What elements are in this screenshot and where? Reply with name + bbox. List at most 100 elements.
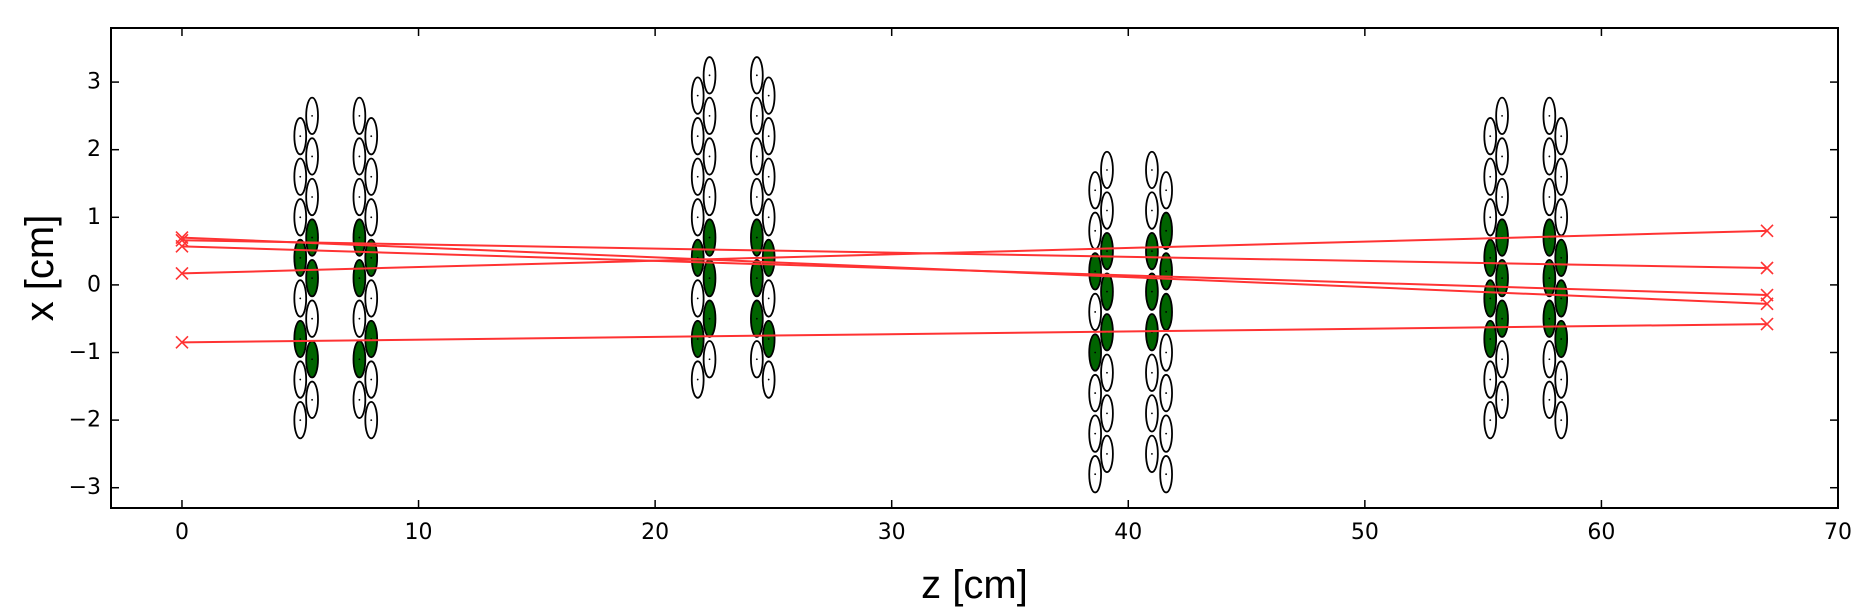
detector-center-dot: [370, 256, 373, 259]
detector-center-dot: [696, 378, 699, 381]
detector-center-dot: [767, 216, 770, 219]
x-tick-label: 50: [1351, 520, 1379, 545]
track-endpoint-marker: [175, 335, 189, 349]
detector-center-dot: [1165, 311, 1168, 313]
detector-center-dot: [696, 175, 699, 178]
detector-center-dot: [1094, 392, 1097, 394]
track-endpoint-marker: [1760, 224, 1774, 238]
detector-center-dot: [1489, 419, 1492, 422]
detector-center-dot: [358, 114, 361, 117]
y-tick-label: 2: [87, 137, 101, 162]
detector-center-dot: [708, 74, 711, 77]
detector-center-dot: [1165, 351, 1168, 354]
detector-center-dot: [311, 317, 313, 320]
detector-center-dot: [1106, 209, 1108, 212]
detector-center-dot: [311, 398, 313, 401]
track-line: [181, 229, 1768, 275]
detector-center-dot: [755, 277, 758, 280]
detector-center-dot: [1094, 229, 1097, 232]
detector-center-dot: [299, 338, 302, 340]
detector-center-dot: [1151, 250, 1153, 252]
detector-center-dot: [370, 216, 373, 219]
detector-center-dot: [1548, 155, 1551, 158]
detector-center-dot: [311, 236, 313, 239]
x-axis-title: z [cm]: [921, 563, 1028, 607]
detector-center-dot: [1165, 270, 1168, 273]
detector-center-dot: [299, 135, 302, 138]
detector-center-dot: [708, 358, 711, 361]
detector-center-dot: [299, 297, 302, 300]
y-tick-label: 1: [87, 205, 101, 230]
plot-frame: [110, 27, 1839, 509]
detector-center-dot: [1501, 155, 1503, 158]
detector-center-dot: [1548, 114, 1551, 117]
detector-center-dot: [299, 378, 302, 381]
detector-center-dot: [1106, 412, 1108, 415]
track-line: [181, 239, 1768, 269]
track-endpoint-marker: [1760, 288, 1774, 302]
detector-center-dot: [299, 419, 302, 422]
detector-center-dot: [1151, 290, 1153, 293]
detector-layer: [293, 56, 1569, 494]
detector-center-dot: [1560, 419, 1563, 422]
detector-center-dot: [299, 216, 302, 219]
detector-center-dot: [1489, 338, 1492, 340]
detector-center-dot: [696, 297, 699, 300]
detector-center-dot: [1548, 398, 1551, 401]
detector-center-dot: [1548, 277, 1551, 280]
detector-center-dot: [1501, 398, 1503, 401]
detector-center-dot: [299, 256, 302, 259]
x-tick-label: 40: [1114, 520, 1142, 545]
detector-center-dot: [370, 175, 373, 178]
detector-center-dot: [1151, 209, 1153, 212]
track-endpoint-marker: [1760, 317, 1774, 331]
detector-center-dot: [1094, 311, 1097, 313]
detector-center-dot: [1560, 135, 1563, 138]
detector-center-dot: [755, 196, 758, 198]
detector-center-dot: [767, 338, 770, 340]
detector-center-dot: [1165, 473, 1168, 476]
y-tick-label: 3: [87, 70, 101, 95]
detector-center-dot: [1560, 297, 1563, 300]
detector-center-dot: [755, 155, 758, 158]
detector-center-dot: [1165, 432, 1168, 435]
y-axis-title: x [cm]: [18, 215, 62, 322]
track-line: [181, 245, 1768, 297]
detector-center-dot: [311, 196, 313, 198]
detector-center-dot: [1094, 270, 1097, 273]
detector-center-dot: [767, 175, 770, 178]
x-tick-label: 0: [175, 520, 189, 545]
track-endpoint-marker: [175, 266, 189, 280]
detector-center-dot: [1501, 114, 1503, 117]
detector-center-dot: [358, 398, 361, 401]
detector-center-dot: [1151, 412, 1153, 415]
detector-center-dot: [1489, 378, 1492, 381]
detector-center-dot: [1560, 175, 1563, 178]
detector-center-dot: [358, 317, 361, 320]
y-tick-label: 0: [87, 272, 101, 297]
detector-center-dot: [1151, 453, 1153, 455]
detector-center-dot: [755, 317, 758, 320]
detector-center-dot: [1094, 473, 1097, 476]
detector-center-dot: [1548, 317, 1551, 320]
detector-center-dot: [708, 277, 711, 280]
detector-center-dot: [767, 135, 770, 138]
x-tick-label: 70: [1824, 520, 1852, 545]
detector-center-dot: [755, 74, 758, 77]
detector-center-dot: [1165, 392, 1168, 394]
x-tick-label: 30: [878, 520, 906, 545]
detector-center-dot: [708, 114, 711, 117]
detector-center-dot: [299, 175, 302, 178]
y-tick-label: −3: [69, 475, 101, 500]
detector-center-dot: [1151, 371, 1153, 374]
detector-center-dot: [1165, 229, 1168, 232]
x-tick-label: 60: [1587, 520, 1615, 545]
y-tick-label: −1: [69, 340, 101, 365]
track-endpoint-marker: [1760, 261, 1774, 275]
detector-center-dot: [1106, 371, 1108, 374]
detector-center-dot: [358, 277, 361, 280]
detector-center-dot: [370, 419, 373, 422]
detector-center-dot: [1501, 317, 1503, 320]
detector-center-dot: [1489, 256, 1492, 259]
